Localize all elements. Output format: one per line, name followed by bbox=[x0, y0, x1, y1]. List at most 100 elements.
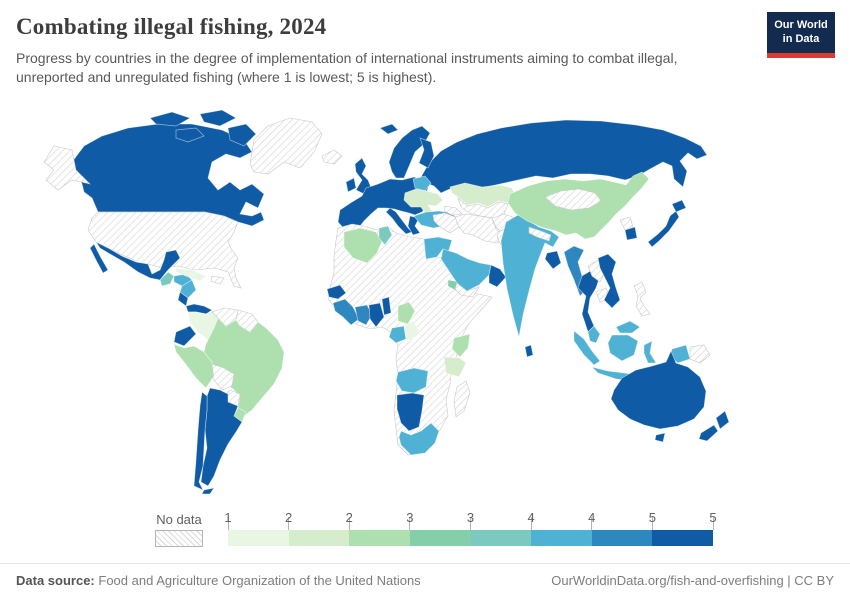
country-cote-divoire[interactable] bbox=[354, 304, 373, 326]
country-ghana[interactable] bbox=[368, 302, 385, 328]
country-japan-hokkaido[interactable] bbox=[671, 199, 687, 213]
legend-tick-label: 5 bbox=[648, 510, 656, 525]
legend-no-data-swatch[interactable] bbox=[155, 530, 203, 547]
legend-bar bbox=[228, 530, 713, 546]
country-namibia[interactable] bbox=[396, 392, 425, 432]
footer-link[interactable]: OurWorldinData.org/fish-and-overfishing … bbox=[551, 573, 834, 588]
country-nepal[interactable] bbox=[528, 226, 552, 242]
country-guinea-coast[interactable] bbox=[332, 298, 360, 326]
country-greenland[interactable] bbox=[249, 117, 323, 175]
map-legend: No data 1 2 2 3 3 4 4 5 5 bbox=[155, 510, 717, 547]
legend-tick-label: 4 bbox=[588, 510, 596, 525]
country-italy[interactable] bbox=[385, 207, 413, 235]
country-india[interactable] bbox=[500, 214, 560, 338]
country-iceland[interactable] bbox=[321, 149, 343, 165]
country-malaysia-peninsula[interactable] bbox=[587, 325, 601, 344]
country-nicaragua[interactable] bbox=[179, 279, 197, 299]
country-new-zealand-north[interactable] bbox=[715, 410, 730, 430]
legend-tick-line bbox=[591, 517, 593, 530]
legend-bin[interactable] bbox=[228, 530, 289, 546]
country-ukraine[interactable] bbox=[403, 188, 444, 214]
country-japan[interactable] bbox=[647, 210, 680, 248]
country-malaysia-borneo[interactable] bbox=[615, 320, 641, 334]
country-sri-lanka[interactable] bbox=[524, 344, 534, 358]
page-title: Combating illegal fishing, 2024 bbox=[16, 14, 327, 39]
country-algeria[interactable] bbox=[343, 227, 383, 264]
country-yemen[interactable] bbox=[454, 282, 480, 298]
country-bolivia[interactable] bbox=[211, 363, 235, 391]
country-papua-new-guinea[interactable] bbox=[689, 344, 711, 364]
country-tierra-del-fuego[interactable] bbox=[201, 487, 215, 495]
country-australia[interactable] bbox=[610, 350, 707, 430]
country-chile[interactable] bbox=[193, 391, 208, 491]
legend-tick-line bbox=[651, 517, 653, 530]
data-source-text: Food and Agriculture Organization of the… bbox=[98, 573, 421, 588]
legend-bin[interactable] bbox=[288, 530, 350, 546]
legend-tick-label: 4 bbox=[527, 510, 535, 525]
legend-bin[interactable] bbox=[591, 530, 653, 546]
country-north-korea[interactable] bbox=[619, 216, 634, 231]
country-vietnam[interactable] bbox=[597, 253, 621, 309]
country-ireland[interactable] bbox=[345, 177, 357, 193]
country-indonesia-sulawesi[interactable] bbox=[643, 340, 657, 364]
chart-footer: Data source: Food and Agriculture Organi… bbox=[0, 563, 850, 600]
country-tanzania[interactable] bbox=[443, 356, 467, 378]
legend-no-data[interactable]: No data bbox=[155, 512, 203, 547]
legend-tick-label: 1 bbox=[224, 510, 232, 525]
country-hispaniola[interactable] bbox=[210, 275, 225, 285]
country-canada-arctic-2[interactable] bbox=[199, 109, 237, 127]
country-kazakhstan[interactable] bbox=[449, 182, 517, 208]
country-indonesia-kalimantan[interactable] bbox=[607, 334, 639, 362]
country-philippines[interactable] bbox=[633, 281, 651, 317]
country-svalbard[interactable] bbox=[379, 123, 399, 135]
country-benin[interactable] bbox=[381, 296, 392, 316]
region-central-asia[interactable] bbox=[457, 197, 509, 219]
country-senegal[interactable] bbox=[326, 284, 347, 300]
country-cuba[interactable] bbox=[175, 267, 207, 282]
country-tunisia[interactable] bbox=[378, 225, 393, 246]
country-syria-iraq[interactable] bbox=[432, 212, 460, 234]
legend-tick-line bbox=[530, 517, 532, 530]
country-ecuador[interactable] bbox=[173, 325, 197, 347]
legend-bin[interactable] bbox=[349, 530, 410, 546]
country-madagascar[interactable] bbox=[453, 380, 471, 418]
country-canada-baffin[interactable] bbox=[227, 123, 257, 147]
country-guatemala[interactable] bbox=[159, 271, 175, 287]
country-congo[interactable] bbox=[403, 320, 420, 342]
country-canada-arctic-3[interactable] bbox=[175, 127, 205, 143]
legend-bin[interactable] bbox=[652, 530, 713, 546]
country-mexico-baja[interactable] bbox=[89, 243, 109, 274]
country-mongolia[interactable] bbox=[544, 188, 602, 211]
legend-tick-label: 3 bbox=[406, 510, 414, 525]
legend-tick-label: 3 bbox=[466, 510, 475, 525]
country-cameroon[interactable] bbox=[397, 301, 416, 325]
owid-logo[interactable]: Our World in Data bbox=[767, 12, 835, 58]
country-caucasus[interactable] bbox=[443, 205, 463, 216]
legend-colorbar: 1 2 2 3 3 4 4 5 5 bbox=[224, 510, 717, 546]
page-subtitle: Progress by countries in the degree of i… bbox=[16, 50, 678, 85]
country-finland[interactable] bbox=[418, 137, 435, 169]
country-kenya[interactable] bbox=[451, 333, 471, 358]
country-canada-arctic-1[interactable] bbox=[149, 111, 191, 127]
legend-no-data-label: No data bbox=[156, 512, 202, 527]
legend-bin[interactable] bbox=[470, 530, 532, 546]
country-indonesia-sumatra[interactable] bbox=[573, 330, 601, 366]
legend-tick-label: 2 bbox=[345, 510, 353, 525]
country-alaska[interactable] bbox=[43, 145, 91, 191]
country-saudi-arabia[interactable] bbox=[440, 248, 492, 292]
country-gabon[interactable] bbox=[388, 325, 407, 344]
country-australia-tasmania[interactable] bbox=[654, 432, 666, 443]
country-oman[interactable] bbox=[488, 264, 507, 288]
country-new-zealand-south[interactable] bbox=[698, 424, 719, 442]
country-belarus[interactable] bbox=[412, 175, 432, 192]
legend-bin[interactable] bbox=[409, 530, 471, 546]
country-mexico[interactable] bbox=[94, 241, 181, 281]
country-bangladesh[interactable] bbox=[544, 250, 562, 270]
country-south-africa[interactable] bbox=[398, 422, 440, 456]
country-south-korea[interactable] bbox=[624, 226, 638, 241]
owid-logo-line2: in Data bbox=[782, 32, 820, 45]
legend-tick-line bbox=[409, 517, 411, 530]
country-angola[interactable] bbox=[395, 367, 429, 394]
country-europe-mainland[interactable] bbox=[337, 176, 430, 232]
legend-bin[interactable] bbox=[531, 530, 592, 546]
